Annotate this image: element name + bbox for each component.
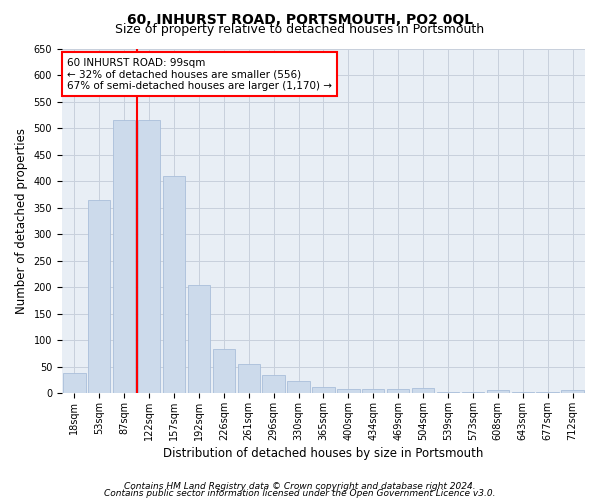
Bar	[138, 120, 160, 393]
Bar	[312, 387, 335, 393]
Text: 60, INHURST ROAD, PORTSMOUTH, PO2 0QL: 60, INHURST ROAD, PORTSMOUTH, PO2 0QL	[127, 12, 473, 26]
Bar	[188, 284, 210, 393]
Bar	[212, 348, 235, 393]
Text: 60 INHURST ROAD: 99sqm
← 32% of detached houses are smaller (556)
67% of semi-de: 60 INHURST ROAD: 99sqm ← 32% of detached…	[67, 58, 332, 91]
Bar	[362, 389, 385, 393]
Text: Size of property relative to detached houses in Portsmouth: Size of property relative to detached ho…	[115, 22, 485, 36]
Bar	[337, 389, 359, 393]
Bar	[437, 392, 459, 393]
Bar	[238, 364, 260, 393]
Bar	[287, 382, 310, 393]
X-axis label: Distribution of detached houses by size in Portsmouth: Distribution of detached houses by size …	[163, 447, 484, 460]
Bar	[88, 200, 110, 393]
Bar	[113, 120, 136, 393]
Bar	[63, 373, 86, 393]
Text: Contains HM Land Registry data © Crown copyright and database right 2024.: Contains HM Land Registry data © Crown c…	[124, 482, 476, 491]
Bar	[487, 390, 509, 393]
Bar	[387, 389, 409, 393]
Bar	[163, 176, 185, 393]
Y-axis label: Number of detached properties: Number of detached properties	[15, 128, 28, 314]
Bar	[412, 388, 434, 393]
Bar	[536, 392, 559, 393]
Bar	[262, 374, 285, 393]
Bar	[461, 392, 484, 393]
Bar	[512, 392, 534, 393]
Bar	[562, 390, 584, 393]
Text: Contains public sector information licensed under the Open Government Licence v3: Contains public sector information licen…	[104, 488, 496, 498]
